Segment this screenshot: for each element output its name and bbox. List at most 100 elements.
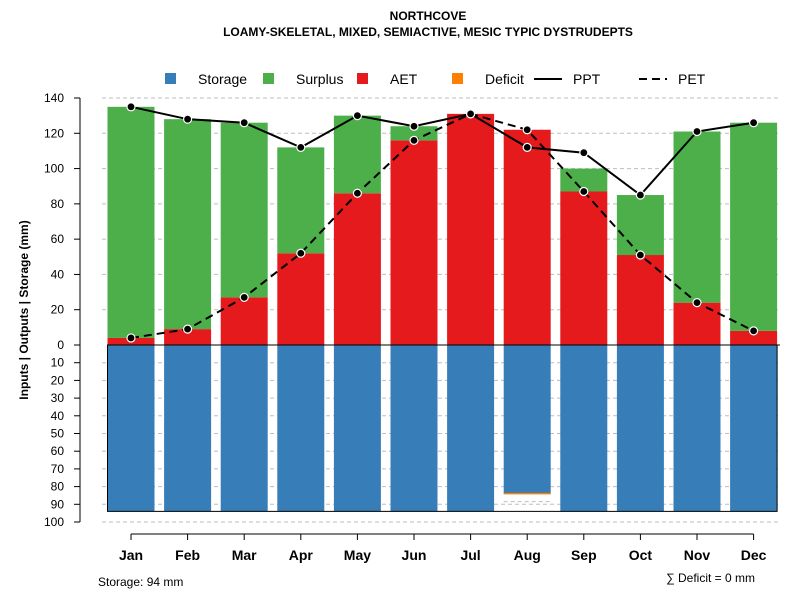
chart-subtitle: LOAMY-SKELETAL, MIXED, SEMIACTIVE, MESIC…	[223, 25, 633, 39]
y-axis-label: Inputs | Outputs | Storage (mm)	[17, 220, 31, 399]
x-tick-label-apr: Apr	[289, 547, 314, 563]
ppt-point-jun	[409, 121, 419, 131]
pet-point-oct	[635, 250, 646, 260]
surplus-bar-feb	[164, 119, 212, 330]
legend-label-surplus: Surplus	[296, 71, 343, 87]
x-tick-label-nov: Nov	[684, 547, 711, 563]
pet-point-mar	[239, 292, 249, 302]
x-tick-label-sep: Sep	[571, 547, 597, 563]
pet-point-feb	[183, 324, 193, 334]
lines-group	[126, 102, 759, 343]
legend-label-aet: AET	[390, 71, 418, 87]
y-tick-label: 50	[51, 427, 65, 441]
pet-point-sep	[579, 186, 589, 197]
y-tick-label: 70	[51, 462, 65, 476]
storage-bar-oct	[616, 345, 664, 512]
aet-bar-jun	[390, 140, 438, 345]
ppt-point-jan	[126, 102, 136, 112]
x-tick-label-jan: Jan	[119, 547, 143, 563]
legend-label-pet: PET	[678, 71, 706, 87]
pet-point-may	[352, 188, 362, 198]
ppt-point-apr	[296, 142, 306, 152]
x-tick-label-aug: Aug	[514, 547, 541, 563]
surplus-bar-jan	[107, 106, 155, 338]
surplus-bar-sep	[560, 168, 608, 192]
storage-bar-apr	[277, 345, 325, 512]
surplus-bar-mar	[220, 122, 268, 298]
y-tick-label: 140	[44, 91, 64, 105]
storage-bar-dec	[730, 345, 778, 512]
pet-point-nov	[692, 298, 702, 308]
surplus-bar-jun	[390, 126, 438, 141]
storage-note: Storage: 94 mm	[98, 575, 183, 589]
deficit-note: ∑ Deficit = 0 mm	[666, 571, 755, 585]
ppt-line	[130, 105, 754, 197]
y-tick-label: 40	[51, 409, 65, 423]
y-tick-label: 120	[44, 126, 64, 140]
chart-legend: Storage Surplus AET Deficit PPT PET	[165, 71, 706, 87]
pet-point-jan	[126, 333, 136, 343]
pet-point-jun	[409, 135, 419, 145]
storage-bar-jun	[390, 345, 438, 512]
storage-bar-nov	[673, 345, 721, 512]
grid-lines	[102, 97, 780, 523]
legend-label-ppt: PPT	[573, 71, 601, 87]
y-tick-label: 60	[51, 444, 65, 458]
pet-point-apr	[296, 248, 306, 258]
y-tick-label: 60	[51, 232, 65, 246]
storage-bar-sep	[560, 345, 608, 512]
storage-bar-feb	[164, 345, 212, 512]
storage-bar-mar	[220, 345, 268, 512]
surplus-bar-dec	[730, 122, 778, 331]
bars-group	[107, 106, 780, 512]
axes-group: 0 20 40 60 80 100 120 140 10 20 30 40 50 60 70 80 90 100 J…	[44, 91, 767, 563]
aet-bar-sep	[560, 191, 608, 345]
ppt-point-mar	[239, 118, 249, 128]
surplus-bar-nov	[673, 131, 721, 303]
pet-line	[130, 112, 755, 339]
aet-bar-dec	[730, 330, 778, 345]
storage-bar-jan	[107, 345, 155, 512]
legend-label-storage: Storage	[198, 71, 247, 87]
x-tick-label-mar: Mar	[232, 547, 257, 563]
legend-item-storage: Storage	[165, 71, 247, 87]
legend-swatch-storage	[165, 73, 176, 84]
legend-swatch-aet	[357, 73, 368, 84]
y-tick-label: 30	[51, 391, 65, 405]
legend-swatch-deficit	[452, 73, 463, 84]
aet-bar-may	[333, 193, 381, 345]
aet-bar-jul	[447, 113, 495, 345]
ppt-point-aug	[522, 142, 532, 152]
legend-swatch-surplus	[263, 73, 274, 84]
ppt-point-may	[352, 111, 362, 121]
legend-item-surplus: Surplus	[263, 71, 343, 87]
legend-item-aet: AET	[357, 71, 418, 87]
aet-bar-apr	[277, 253, 325, 345]
y-tick-label: 0	[57, 338, 64, 352]
x-tick-label-dec: Dec	[741, 547, 767, 563]
x-tick-label-oct: Oct	[629, 547, 653, 563]
y-tick-label: 80	[51, 197, 65, 211]
aet-bar-oct	[616, 255, 664, 345]
storage-bar-jul	[447, 345, 495, 512]
aet-bar-feb	[164, 329, 212, 345]
chart-title: NORTHCOVE	[390, 9, 467, 23]
legend-label-deficit: Deficit	[485, 71, 524, 87]
y-tick-label: 20	[51, 303, 65, 317]
aet-bar-mar	[220, 297, 268, 345]
aet-bar-aug	[503, 129, 551, 345]
legend-item-deficit: Deficit	[452, 71, 524, 87]
surplus-bar-oct	[616, 195, 664, 256]
ppt-point-jul	[466, 109, 476, 119]
y-tick-label: 40	[51, 267, 65, 281]
x-tick-label-jun: Jun	[402, 547, 427, 563]
ppt-point-oct	[635, 190, 646, 200]
storage-bar-aug	[503, 345, 551, 494]
aet-bar-nov	[673, 302, 721, 345]
ppt-point-nov	[692, 126, 702, 137]
pet-point-aug	[522, 125, 532, 135]
legend-item-pet: PET	[639, 71, 706, 87]
surplus-bar-apr	[277, 147, 325, 254]
y-tick-label: 100	[44, 162, 64, 176]
